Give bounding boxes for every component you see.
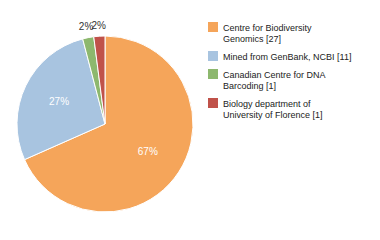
legend-label: Centre for BiodiversityGenomics [27]: [223, 23, 312, 44]
legend-label-line: University of Florence [1]: [223, 110, 323, 120]
data-label: 67%: [138, 146, 158, 157]
legend-swatch: [208, 69, 218, 79]
pie-slice: [94, 36, 105, 124]
legend-swatch: [208, 51, 218, 61]
data-label: 2%: [91, 20, 106, 31]
legend-label: Canadian Centre for DNABarcoding [1]: [223, 70, 326, 91]
data-labels: 67%27%2%2%: [49, 20, 158, 158]
legend-label-line: Centre for Biodiversity: [223, 23, 312, 33]
legend-label: Biology department ofUniversity of Flore…: [223, 99, 323, 120]
legend-swatch: [208, 22, 218, 32]
pie: [17, 36, 193, 212]
legend-item: Biology department ofUniversity of Flore…: [208, 98, 323, 120]
legend: Centre for BiodiversityGenomics [27] Mine…: [208, 22, 351, 120]
legend-item: Centre for BiodiversityGenomics [27]: [208, 22, 312, 44]
legend-label-line: Genomics [27]: [223, 34, 281, 44]
legend-label-line: Mined from GenBank, NCBI [11]: [223, 52, 351, 62]
chart: 67%27%2%2%Centre for BiodiversityGenomic…: [0, 0, 380, 240]
legend-item: Mined from GenBank, NCBI [11]: [208, 51, 351, 62]
pie-slice: [83, 37, 105, 124]
legend-swatch: [208, 98, 218, 108]
legend-item: Canadian Centre for DNABarcoding [1]: [208, 69, 326, 91]
data-label: 27%: [49, 96, 69, 107]
legend-label-line: Canadian Centre for DNA: [223, 70, 326, 80]
legend-label-line: Barcoding [1]: [223, 81, 276, 91]
legend-label: Mined from GenBank, NCBI [11]: [223, 52, 351, 62]
legend-label-line: Biology department of: [223, 99, 311, 109]
